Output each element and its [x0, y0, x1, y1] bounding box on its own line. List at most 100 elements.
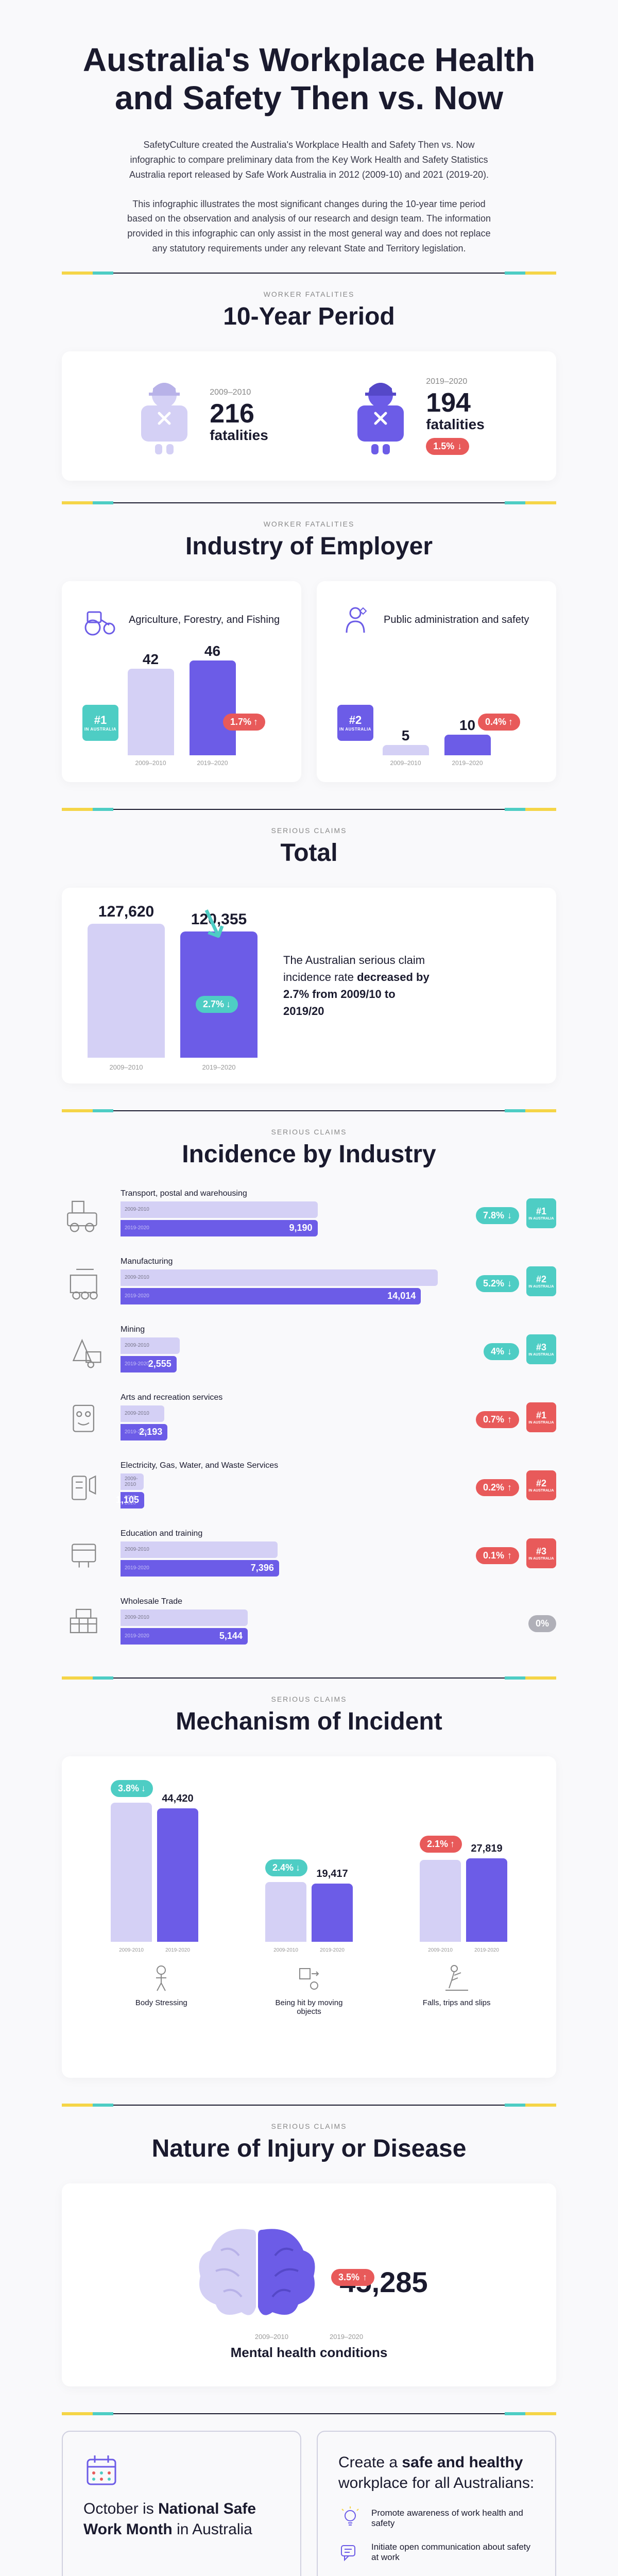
industry-name: Public administration and safety	[384, 613, 529, 626]
nature-period-then: 2009–2010	[255, 2333, 288, 2341]
divider	[62, 1676, 556, 1680]
rank-badge: #3IN AUSTRALIA	[526, 1538, 556, 1568]
rank-badge: #1IN AUSTRALIA	[526, 1198, 556, 1228]
mechanism-bar-now: 19,417 2019-2020	[312, 1884, 353, 1942]
incidence-bar-then: 2009-2010	[121, 1201, 318, 1218]
incidence-row: Arts and recreation services 2009-2010 2…	[62, 1393, 556, 1442]
incidence-row-name: Mining	[121, 1325, 471, 1334]
mechanism-delta-badge: 2.4%	[265, 1859, 307, 1876]
fatalities-now-label: fatalities	[426, 416, 485, 433]
total-bar: 127,620 2009–2010	[88, 924, 165, 1058]
industry-bar-value: 5	[383, 727, 429, 744]
industry-icon	[337, 602, 373, 638]
incidence-bar-then: 2009-2010	[121, 1541, 278, 1558]
incidence-bar-then: 2009-2010	[121, 1609, 248, 1626]
nature-eyebrow: SERIOUS CLAIMS	[62, 2122, 556, 2130]
total-bar-value: 127,620	[88, 903, 165, 921]
incidence-delta-badge: 0.2%	[476, 1479, 519, 1496]
incidence-eyebrow: SERIOUS CLAIMS	[62, 1128, 556, 1136]
fatalities-delta-badge: 1.5%	[426, 438, 469, 455]
fatalities-then-label: fatalities	[210, 427, 268, 444]
industry-icon	[62, 1329, 108, 1370]
total-claims-text: The Australian serious claim incidence r…	[283, 952, 438, 1020]
incidence-row-name: Education and training	[121, 1529, 464, 1538]
fatalities-eyebrow: WORKER FATALITIES	[62, 290, 556, 298]
incidence-bar-then: 2009-2010	[121, 1405, 164, 1422]
nature-heading: Nature of Injury or Disease	[62, 2134, 556, 2163]
total-bar-period: 2019–2020	[180, 1063, 258, 1071]
total-delta-badge: 2.7%	[196, 996, 238, 1013]
incidence-bar-now: 2019-20209,190	[121, 1220, 318, 1236]
mechanism-bar-then: 2009-2010	[265, 1882, 306, 1942]
fatalities-then: 2009–2010 216 fatalities	[133, 377, 268, 454]
incidence-bar-now: 2019-20202,193	[121, 1424, 167, 1440]
cta-item-text: Promote awareness of work health and saf…	[371, 2508, 535, 2529]
rank-badge: #1IN AUSTRALIA	[526, 1402, 556, 1432]
fatalities-now: 2019–2020 194 fatalities 1.5%	[350, 377, 485, 455]
mechanism-label: Falls, trips and slips	[410, 1962, 503, 2016]
incidence-row: Education and training 2009-2010 2019-20…	[62, 1529, 556, 1578]
fatalities-now-value: 194	[426, 389, 485, 416]
total-heading: Total	[62, 839, 556, 867]
industry-icon	[62, 1397, 108, 1438]
mechanism-heading: Mechanism of Incident	[62, 1707, 556, 1736]
footer-card-cta: Create a safe and healthy workplace for …	[317, 2431, 556, 2576]
industry-icon	[62, 1193, 108, 1234]
mechanism-label: Being hit by moving objects	[263, 1962, 355, 2016]
nature-period-now: 2019–2020	[330, 2333, 363, 2341]
industry-icon	[62, 1601, 108, 1642]
incidence-row-name: Wholesale Trade	[121, 1597, 516, 1606]
page-title: Australia's Workplace Health and Safety …	[62, 41, 556, 117]
rank-badge: #3IN AUSTRALIA	[526, 1334, 556, 1364]
incidence-delta-badge: 0.1%	[476, 1547, 519, 1564]
incidence-row-name: Arts and recreation services	[121, 1393, 464, 1402]
divider	[62, 272, 556, 275]
total-claims-card: 127,620 2009–2010 120,355 2019–2020 ↘ 2.…	[62, 888, 556, 1083]
industry-icon	[62, 1261, 108, 1302]
incidence-bar-now: 2019-20205,144	[121, 1628, 248, 1645]
divider	[62, 2412, 556, 2415]
cta-item-text: Initiate open communication about safety…	[371, 2542, 535, 2563]
nature-delta-badge: 3.5%	[331, 2269, 374, 2286]
industry-bar-period: 2019–2020	[197, 759, 228, 767]
mechanism-bar-now: 44,420 2019-2020	[157, 1808, 198, 1942]
calendar-icon	[83, 2452, 119, 2488]
industry-bar-period: 2019–2020	[452, 759, 483, 767]
incidence-row: Mining 2009-2010 2019-20202,555 4% #3IN …	[62, 1325, 556, 1374]
incidence-row-name: Transport, postal and warehousing	[121, 1189, 464, 1198]
divider	[62, 1109, 556, 1112]
fatalities-card: 2009–2010 216 fatalities 2019–2020 194 f…	[62, 351, 556, 481]
divider	[62, 2104, 556, 2107]
intro-paragraph-2: This infographic illustrates the most si…	[124, 197, 494, 256]
incidence-heading: Incidence by Industry	[62, 1140, 556, 1168]
divider	[62, 501, 556, 504]
cta-item: Initiate open communication about safety…	[338, 2540, 535, 2564]
mechanism-group: 2009-2010 19,417 2019-2020 2.4%	[265, 1882, 353, 1942]
cta-item: Promote awareness of work health and saf…	[338, 2506, 535, 2530]
footer-month-text: October is National Safe Work Month in A…	[83, 2499, 280, 2540]
mechanism-delta-badge: 2.1%	[420, 1836, 462, 1853]
industry-bar: 10	[444, 735, 491, 755]
mechanism-bar-then: 2009-2010	[111, 1803, 152, 1942]
industry-icon	[62, 1465, 108, 1506]
mechanism-label: Body Stressing	[115, 1962, 208, 2016]
nature-card: 3.5% 45,285 2009–2010 2019–2020 Mental h…	[62, 2183, 556, 2386]
mechanism-delta-badge: 3.8%	[111, 1780, 153, 1797]
incidence-delta-badge: 5.2%	[476, 1275, 519, 1292]
industry-heading: Industry of Employer	[62, 532, 556, 561]
incidence-bar-now: 2019-202014,014	[121, 1288, 421, 1304]
mechanism-icon	[441, 1962, 472, 1993]
incidence-delta-badge: 4%	[484, 1343, 519, 1360]
incidence-bar-now: 2019-20201,105	[121, 1492, 144, 1509]
fatalities-now-period: 2019–2020	[426, 377, 485, 386]
incidence-bar-then: 2009-2010	[121, 1269, 438, 1286]
industry-grid: Agriculture, Forestry, and Fishing #1IN …	[62, 581, 556, 782]
nature-label: Mental health conditions	[88, 2345, 530, 2361]
incidence-row: Manufacturing 2009-2010 2019-202014,014 …	[62, 1257, 556, 1306]
footer-grid: October is National Safe Work Month in A…	[62, 2431, 556, 2576]
industry-bar-period: 2009–2010	[390, 759, 421, 767]
footer-cta-heading: Create a safe and healthy workplace for …	[338, 2452, 535, 2494]
incidence-row: Transport, postal and warehousing 2009-2…	[62, 1189, 556, 1238]
industry-delta-badge: 0.4%	[478, 714, 520, 731]
mechanism-bar-now: 27,819 2019-2020	[466, 1858, 507, 1942]
